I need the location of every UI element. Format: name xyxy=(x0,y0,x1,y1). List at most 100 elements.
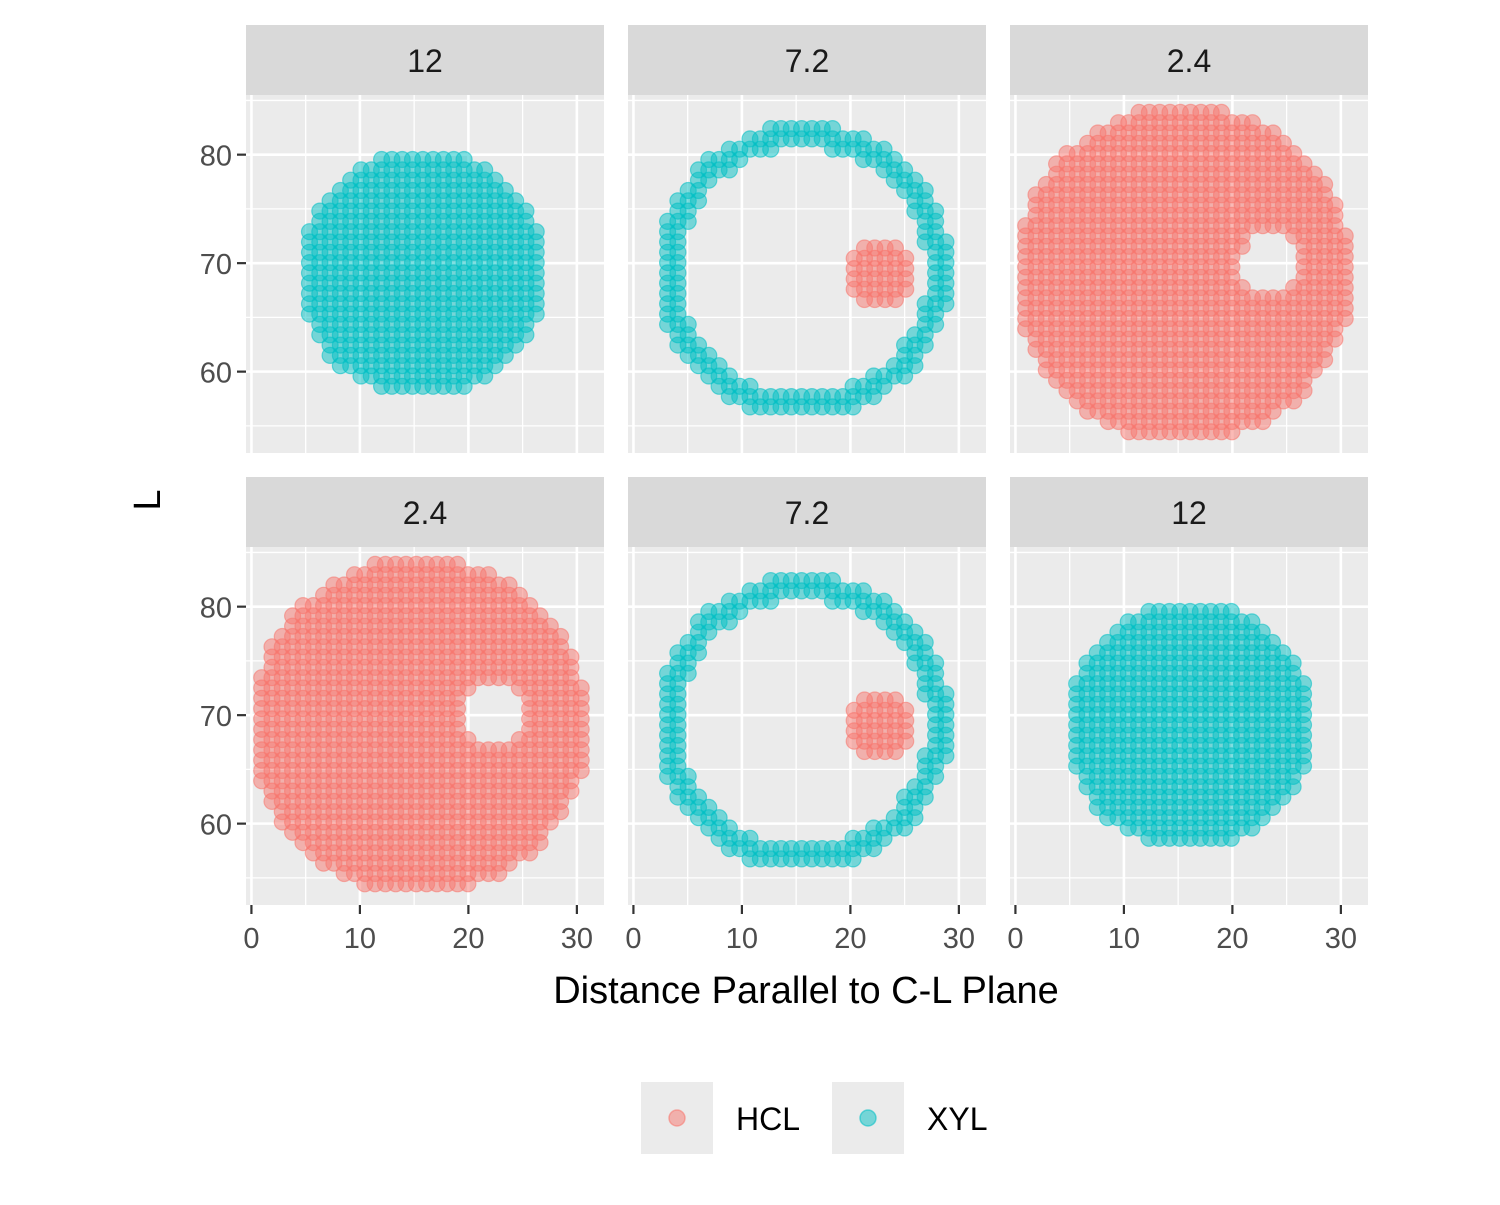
facet-strip-background xyxy=(246,477,604,547)
data-points xyxy=(253,555,590,893)
x-tick-label: 20 xyxy=(1216,923,1248,955)
facet-panels: 12 60 70 80 7.2 2.4 2.4 60 70 80 0 10 20 30 7.2 0 10 20 30… xyxy=(200,25,1368,955)
x-tick-label: 30 xyxy=(1325,923,1357,955)
data-point-hcl xyxy=(1336,227,1354,245)
legend-label: XYL xyxy=(927,1101,987,1137)
data-point-hcl xyxy=(897,701,915,719)
y-tick-label: 70 xyxy=(200,701,232,733)
data-point-hcl xyxy=(531,607,549,625)
data-point-xyl xyxy=(875,592,893,610)
facet-panel: 7.2 xyxy=(628,25,986,453)
data-point-hcl xyxy=(572,679,590,697)
data-point-xyl xyxy=(875,140,893,158)
data-point-xyl xyxy=(741,377,759,395)
x-tick-label: 20 xyxy=(452,923,484,955)
data-point-xyl xyxy=(1243,613,1261,631)
facet-strip-label: 12 xyxy=(1171,495,1207,531)
data-point-xyl xyxy=(1294,675,1313,693)
facet-strip: 7.2 xyxy=(628,477,986,547)
data-point-xyl xyxy=(1284,654,1302,672)
legend: HCL XYL xyxy=(641,1082,987,1154)
facet-panel: 2.4 xyxy=(1010,25,1368,453)
data-point-xyl xyxy=(476,161,494,179)
data-points xyxy=(1068,602,1313,847)
facet-strip: 2.4 xyxy=(246,477,604,547)
x-tick-label: 0 xyxy=(243,923,259,955)
data-point-xyl xyxy=(679,767,697,786)
facet-panel: 12 0 10 20 30 xyxy=(1007,477,1368,955)
data-point-hcl xyxy=(1285,145,1303,163)
data-point-hcl xyxy=(479,566,498,584)
legend-item-xyl: XYL xyxy=(832,1082,987,1154)
data-point-xyl xyxy=(710,809,728,827)
data-point-xyl xyxy=(906,623,924,641)
facet-strip-background xyxy=(628,477,986,547)
data-point-xyl xyxy=(937,685,955,703)
data-point-xyl xyxy=(916,633,934,652)
data-point-xyl xyxy=(937,233,955,251)
data-points xyxy=(658,571,955,868)
legend-label: HCL xyxy=(736,1101,800,1137)
data-point-xyl xyxy=(926,202,945,220)
facet-strip-label: 7.2 xyxy=(785,495,829,531)
x-tick-label: 20 xyxy=(834,923,866,955)
x-tick-label: 0 xyxy=(1007,923,1023,955)
data-point-xyl xyxy=(854,130,873,148)
data-point-xyl xyxy=(1222,602,1240,621)
data-point-xyl xyxy=(720,819,739,837)
data-point-hcl xyxy=(1264,124,1282,142)
data-point-hcl xyxy=(1305,165,1323,183)
data-point-hcl xyxy=(886,691,905,709)
data-point-xyl xyxy=(1253,623,1271,641)
data-point-hcl xyxy=(1295,155,1313,173)
data-point-hcl xyxy=(1315,175,1334,194)
data-point-hcl xyxy=(562,648,580,666)
facet-strip-background xyxy=(1010,25,1368,95)
data-point-xyl xyxy=(679,315,697,333)
data-point-xyl xyxy=(517,202,535,220)
x-tick-label: 10 xyxy=(344,923,376,955)
data-point-xyl xyxy=(689,788,708,806)
data-points xyxy=(300,150,545,395)
data-point-xyl xyxy=(506,192,525,210)
facet-panel: 7.2 0 10 20 30 xyxy=(625,477,986,955)
data-point-xyl xyxy=(823,120,842,138)
facet-strip: 12 xyxy=(246,25,604,95)
data-point-hcl xyxy=(448,555,467,574)
data-points xyxy=(658,120,955,416)
data-point-xyl xyxy=(720,367,739,385)
data-point-hcl xyxy=(1233,279,1251,297)
facet-strip: 7.2 xyxy=(628,25,986,95)
data-point-hcl xyxy=(510,586,529,604)
facet-strip: 12 xyxy=(1010,477,1368,547)
y-axis-title: L xyxy=(127,489,169,510)
facet-panel: 2.4 60 70 80 0 10 20 30 xyxy=(200,477,604,955)
x-tick-label: 30 xyxy=(561,923,593,955)
y-tick-label: 80 xyxy=(200,593,232,625)
data-point-hcl xyxy=(897,249,915,267)
data-point-hcl xyxy=(1212,103,1231,122)
data-point-xyl xyxy=(926,654,945,672)
x-tick-label: 30 xyxy=(943,923,975,955)
y-tick-label: 70 xyxy=(200,249,232,281)
facet-strip-background xyxy=(628,25,986,95)
data-point-xyl xyxy=(700,346,718,364)
data-point-xyl xyxy=(486,171,504,189)
facet-panel: 12 60 70 80 xyxy=(200,25,604,453)
y-tick-label: 60 xyxy=(200,358,232,390)
data-point-hcl xyxy=(1326,196,1344,214)
data-point-xyl xyxy=(689,336,708,354)
data-point-hcl xyxy=(459,730,477,749)
y-tick-label: 80 xyxy=(200,141,232,173)
data-point-hcl xyxy=(1243,114,1262,132)
facet-strip: 2.4 xyxy=(1010,25,1368,95)
data-point-xyl xyxy=(710,357,728,375)
x-tick-label: 10 xyxy=(726,923,758,955)
data-point-xyl xyxy=(700,798,718,817)
facet-strip-label: 2.4 xyxy=(403,495,447,531)
data-point-hcl xyxy=(886,239,905,257)
data-point-xyl xyxy=(906,171,924,189)
data-point-xyl xyxy=(854,582,873,600)
